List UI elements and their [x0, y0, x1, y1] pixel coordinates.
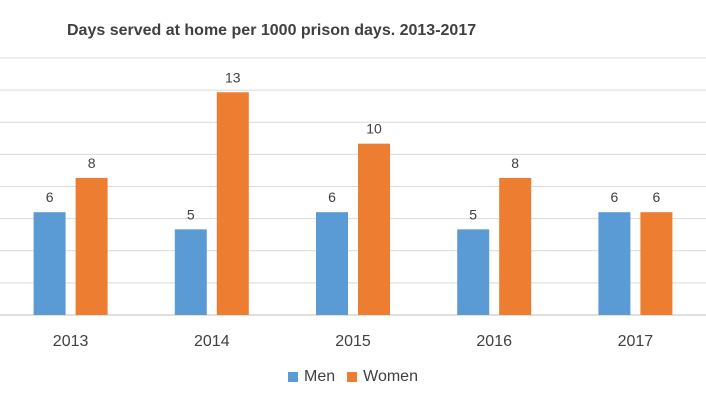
legend-swatch-women [347, 372, 358, 382]
legend-label-men: Men [304, 368, 336, 385]
legend-item-men: Men [288, 368, 335, 386]
data-label-men-2016: 5 [469, 206, 477, 222]
legend-label-women: Women [363, 368, 418, 385]
data-label-men-2013: 6 [46, 189, 54, 205]
bar-men-2016 [457, 229, 490, 315]
data-label-women-2013: 8 [88, 155, 96, 171]
data-label-women-2014: 13 [225, 69, 241, 85]
data-label-women-2017: 6 [653, 189, 661, 205]
bar-men-2015 [316, 212, 348, 315]
bar-women-2016 [499, 177, 532, 315]
x-tick-label-2013: 2013 [53, 333, 89, 350]
data-label-women-2016: 8 [511, 155, 519, 171]
bar-women-2013 [75, 177, 108, 315]
legend-swatch-men [288, 372, 299, 382]
data-label-men-2015: 6 [328, 189, 336, 205]
chart-title: Days served at home per 1000 prison days… [67, 22, 477, 39]
data-label-men-2017: 6 [611, 189, 619, 205]
data-label-men-2014: 5 [187, 206, 195, 222]
bar-men-2013 [33, 212, 66, 315]
bar-women-2017 [640, 212, 673, 315]
bar-women-2014 [216, 92, 249, 316]
legend-item-women: Women [347, 368, 418, 386]
x-tick-label-2016: 2016 [476, 333, 512, 350]
x-tick-label-2015: 2015 [335, 333, 371, 350]
legend: Men Women [0, 368, 706, 386]
bar-women-2015 [358, 143, 390, 315]
x-tick-label-2017: 2017 [618, 333, 654, 350]
data-label-women-2015: 10 [366, 121, 382, 137]
bar-men-2017 [598, 212, 631, 315]
x-tick-label-2014: 2014 [194, 333, 230, 350]
bar-men-2014 [174, 229, 207, 315]
